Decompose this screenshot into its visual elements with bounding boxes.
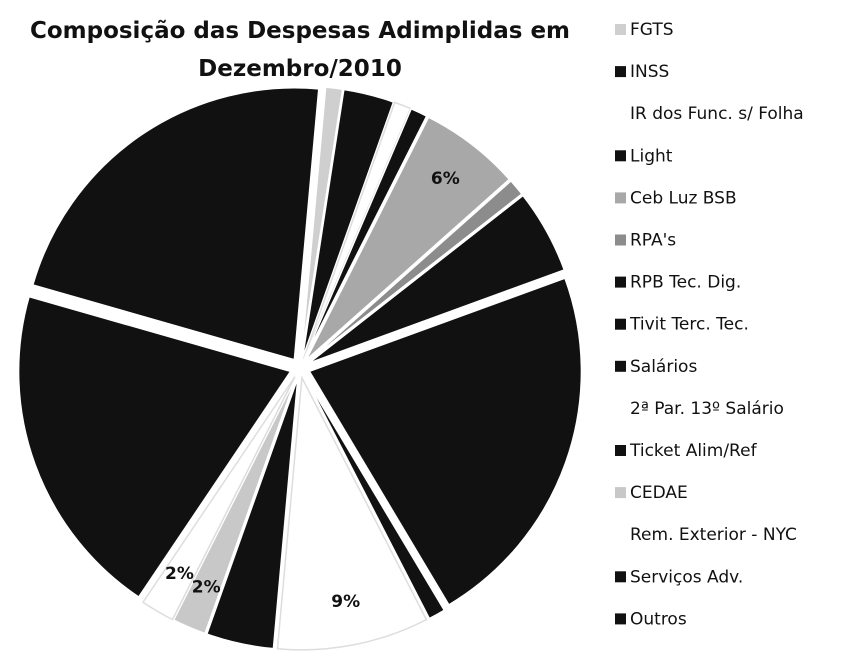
legend-label: Outros — [630, 609, 687, 629]
pie-slice — [17, 295, 292, 599]
data-label: 2% — [165, 564, 194, 584]
data-label: 2% — [192, 577, 221, 597]
legend-swatch — [615, 192, 626, 204]
legend-label: RPB Tec. Dig. — [630, 273, 741, 293]
legend-swatch — [615, 445, 626, 456]
chart-title: Composição das Despesas Adimplidas em De… — [29, 18, 571, 82]
pie-slice — [300, 86, 344, 359]
legend-swatch — [615, 613, 626, 625]
legend-label: Rem. Exterior - NYC — [630, 525, 797, 545]
legend-swatch — [615, 487, 626, 499]
legend-label: Ticket Alim/Ref — [629, 441, 758, 461]
data-label: 6% — [431, 169, 460, 189]
pie-slice — [172, 376, 297, 635]
legend-label: Serviços Adv. — [630, 567, 743, 587]
pie-slice — [301, 88, 395, 359]
legend-label: CEDAE — [630, 483, 688, 503]
legend-label: Salários — [630, 357, 697, 377]
legend-label: RPA's — [630, 231, 676, 251]
data-label: 9% — [331, 592, 360, 612]
pie-slice — [304, 376, 446, 620]
legend-label: Tivit Terc. Tec. — [629, 315, 749, 335]
legend-label: IR dos Func. s/ Folha — [630, 104, 804, 124]
legend-swatch — [615, 318, 626, 330]
pie-slice — [308, 277, 583, 606]
pie-slice — [31, 87, 320, 361]
legend-swatch — [615, 150, 626, 162]
legend-swatch — [615, 571, 626, 583]
legend-label: INSS — [630, 62, 669, 82]
legend-swatch — [615, 276, 626, 288]
pie-slice — [276, 375, 428, 651]
legend-swatch — [615, 66, 626, 78]
legend-label: 2ª Par. 13º Salário — [630, 399, 784, 419]
pie-slice — [303, 107, 428, 360]
legend-swatch — [615, 234, 626, 246]
pie-slice — [205, 377, 299, 650]
pie-slice — [307, 179, 523, 363]
data-label: 3% — [344, 127, 373, 147]
legend-label: Ceb Luz BSB — [630, 188, 737, 208]
pie-slice — [141, 376, 296, 621]
legend-swatch — [615, 24, 626, 35]
legend-swatch — [615, 360, 626, 372]
legend-label: Light — [630, 146, 673, 166]
pie-slice — [305, 116, 511, 361]
legend-label: FGTS — [630, 20, 674, 40]
pie-slice — [308, 194, 566, 364]
